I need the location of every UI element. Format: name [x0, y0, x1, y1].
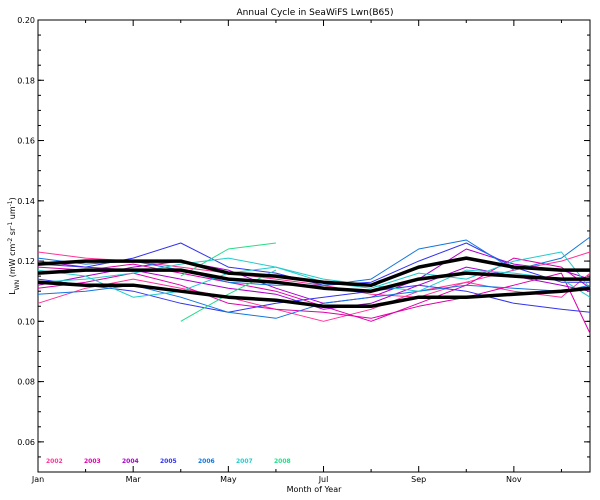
legend-item-2003: 2003 [84, 458, 101, 465]
x-axis-label: Month of Year [287, 485, 343, 494]
mean-line [37, 280, 591, 309]
legend-item-2008: 2008 [274, 458, 291, 465]
series-line-2002 [37, 272, 591, 322]
mean-line [37, 256, 590, 287]
svg-text:LWN (mW cm-2 sr-1 um-1): LWN (mW cm-2 sr-1 um-1) [7, 197, 21, 294]
legend-item-2006: 2006 [198, 458, 215, 465]
x-tick-label: Sep [411, 475, 426, 484]
legend-item-2002: 2002 [46, 458, 63, 465]
plot-lines [37, 236, 591, 334]
y-label-main: L [8, 290, 17, 295]
mean-line [37, 268, 590, 293]
y-label-sub: WN [14, 280, 21, 290]
x-tick-label: Mar [126, 475, 142, 484]
series-line-2007 [37, 257, 591, 298]
legend-item-2004: 2004 [122, 458, 139, 465]
y-axis: 0.06 0.08 0.10 0.12 0.14 0.16 0.18 0.20 [17, 16, 590, 473]
y-tick-label: 0.06 [17, 438, 35, 447]
x-tick-label: Nov [506, 475, 522, 484]
series-line-2008 [180, 242, 276, 277]
legend: 2002 2003 2004 2005 2006 2007 2008 [46, 458, 291, 465]
y-tick-label: 0.08 [17, 378, 35, 387]
series-line-2005 [37, 278, 591, 313]
y-tick-label: 0.14 [17, 197, 35, 206]
x-tick-label: Jan [31, 475, 44, 484]
plot-frame [37, 19, 591, 473]
series-line-2008 [180, 269, 277, 322]
y-tick-label: 0.10 [17, 317, 35, 326]
y-tick-label: 0.20 [17, 16, 35, 25]
legend-item-2007: 2007 [236, 458, 253, 465]
y-label-units: (mW cm [8, 244, 17, 278]
y-tick-label: 0.12 [17, 257, 35, 266]
y-axis-label: LWN (mW cm-2 sr-1 um-1) [7, 197, 21, 294]
y-tick-label: 0.16 [17, 137, 35, 146]
x-tick-label: Jul [318, 475, 329, 484]
legend-item-2005: 2005 [160, 458, 177, 465]
x-tick-label: May [220, 475, 237, 484]
chart-title: Annual Cycle in SeaWiFS Lwn(B65) [237, 8, 394, 18]
y-tick-label: 0.18 [17, 76, 35, 85]
x-axis: Jan Mar May Jul Sep Nov [31, 20, 562, 484]
